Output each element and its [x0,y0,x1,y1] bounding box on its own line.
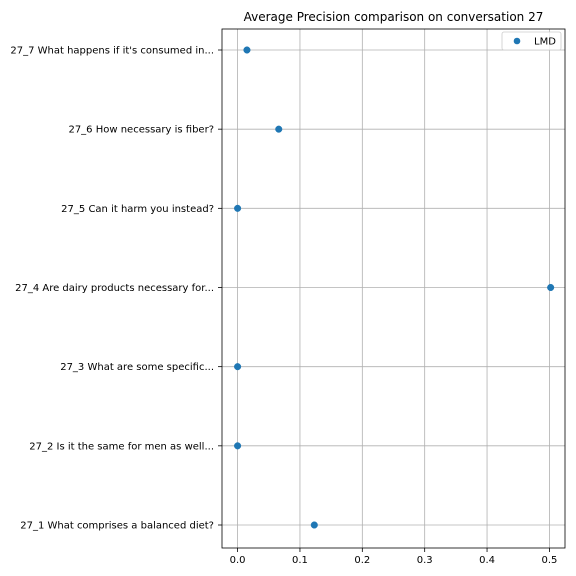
data-point [275,125,283,133]
data-point [310,521,318,529]
chart-title: Average Precision comparison on conversa… [244,10,544,24]
x-tick-label: 0.2 [354,555,370,566]
x-tick-label: 0.0 [230,555,246,566]
y-tick-label: 27_6 How necessary is fiber? [68,125,214,136]
legend-box [501,31,562,51]
legend: LMD [501,31,562,51]
x-axis-ticks: 0.0 0.1 0.2 0.3 0.4 0.5 [230,548,557,566]
y-tick-label: 27_7 What happens if it's consumed in... [10,46,214,57]
data-point [234,363,242,371]
legend-label-lmd: LMD [534,37,556,48]
x-tick-label: 0.5 [541,555,557,566]
x-tick-label: 0.1 [292,555,308,566]
data-point [243,46,251,54]
y-axis-ticks: 27_1 What comprises a balanced diet? 27_2… [10,46,222,532]
data-point [234,442,242,450]
grid-lines [222,29,565,548]
x-tick-label: 0.3 [417,555,433,566]
y-tick-label: 27_2 Is it the same for men as well... [29,441,214,452]
legend-marker-lmd [513,37,521,45]
y-tick-label: 27_5 Can it harm you instead? [61,204,214,215]
y-tick-label: 27_1 What comprises a balanced diet? [20,521,214,532]
data-point [547,283,555,292]
y-tick-label: 27_4 Are dairy products necessary for... [15,283,214,294]
plot-frame [221,28,566,549]
y-tick-label: 27_3 What are some specific... [60,362,214,373]
x-tick-label: 0.4 [479,555,495,566]
data-points [234,46,555,529]
data-point [234,204,242,212]
